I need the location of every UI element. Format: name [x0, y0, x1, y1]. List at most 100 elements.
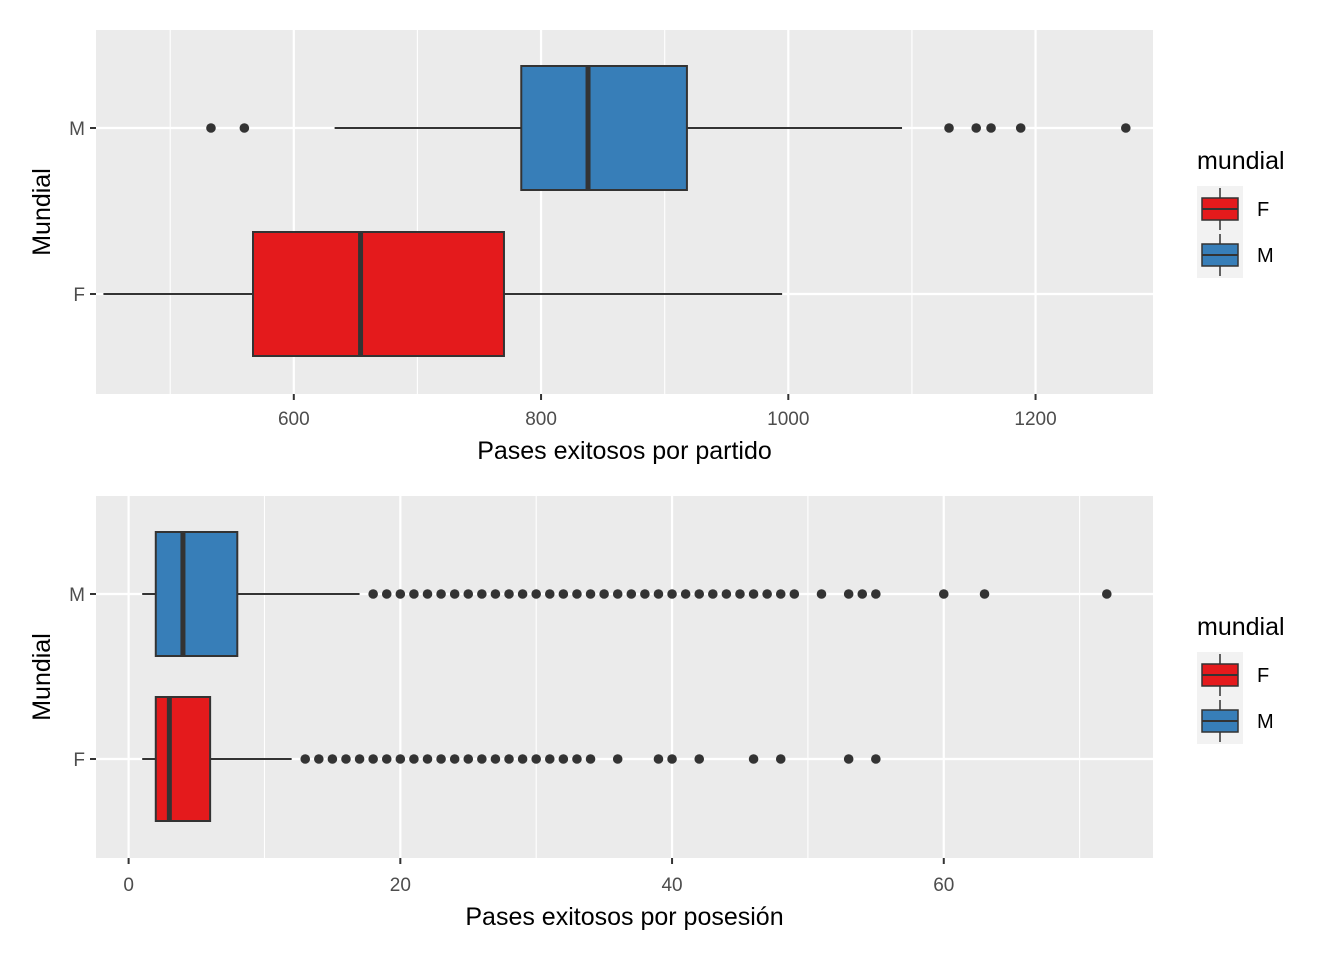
outlier-point	[1102, 589, 1112, 599]
outlier-point	[395, 754, 406, 764]
legend: mundial F M	[1197, 613, 1285, 744]
outlier-point	[694, 754, 705, 764]
outlier-point	[558, 754, 569, 764]
outlier-point	[436, 754, 446, 764]
outlier-point	[585, 754, 596, 764]
outlier-point	[816, 589, 827, 599]
outlier-point	[680, 589, 691, 599]
outlier-point	[354, 754, 365, 764]
outlier-point	[1121, 123, 1131, 133]
outlier-point	[944, 123, 954, 133]
y-axis-title: Mundial	[28, 633, 56, 721]
outlier-point	[694, 589, 705, 599]
outlier-point	[517, 589, 528, 599]
outlier-point	[504, 754, 514, 764]
outlier-point	[544, 589, 555, 599]
outlier-point	[667, 754, 677, 764]
outlier-point	[381, 754, 392, 764]
outlier-point	[871, 589, 881, 599]
x-tick-label: 1000	[767, 409, 809, 430]
outlier-point	[422, 754, 433, 764]
y-tick-label: M	[69, 585, 85, 606]
outlier-point	[395, 589, 406, 599]
boxplot-F	[142, 696, 881, 822]
outlier-point	[409, 754, 419, 764]
x-tick-label: 0	[123, 875, 134, 896]
legend-label-F: F	[1257, 665, 1269, 687]
outlier-point	[735, 589, 745, 599]
x-axis-title: Pases exitosos por partido	[477, 437, 772, 465]
outlier-point	[409, 589, 419, 599]
y-axis-title: Mundial	[28, 168, 56, 256]
legend: mundial F M	[1197, 147, 1285, 278]
outlier-point	[517, 754, 528, 764]
outlier-point	[572, 589, 582, 599]
x-tick-label: 800	[525, 409, 557, 430]
outlier-point	[463, 589, 474, 599]
outlier-point	[938, 589, 949, 599]
y-tick-label: F	[73, 750, 85, 771]
outlier-point	[422, 589, 433, 599]
outlier-point	[449, 754, 460, 764]
outlier-point	[986, 123, 996, 133]
outlier-point	[544, 754, 555, 764]
outlier-point	[436, 589, 446, 599]
outlier-point	[789, 589, 800, 599]
outlier-point	[612, 754, 623, 764]
outlier-point	[381, 589, 392, 599]
boxplot-F	[103, 231, 783, 357]
legend-label-F: F	[1257, 199, 1269, 221]
outlier-point	[748, 589, 759, 599]
outlier-point	[640, 589, 650, 599]
outlier-point	[708, 589, 718, 599]
outlier-point	[531, 589, 541, 599]
outlier-point	[558, 589, 569, 599]
outlier-point	[572, 754, 582, 764]
outlier-point	[775, 754, 786, 764]
outlier-point	[341, 754, 351, 764]
chart-panel-2: 0 20 40 60 F M Pases exitosos por posesión Mund…	[28, 496, 1285, 931]
outlier-point	[477, 589, 487, 599]
outlier-point	[721, 589, 732, 599]
outlier-point	[612, 589, 623, 599]
outlier-point	[477, 754, 487, 764]
outlier-point	[667, 589, 677, 599]
outlier-point	[653, 754, 664, 764]
outlier-point	[857, 589, 868, 599]
outlier-point	[585, 589, 596, 599]
outlier-point	[463, 754, 474, 764]
outlier-point	[504, 589, 514, 599]
outlier-point	[762, 589, 772, 599]
x-tick-label: 600	[278, 409, 310, 430]
outlier-point	[314, 754, 324, 764]
y-tick-label: M	[69, 119, 85, 140]
outlier-point	[748, 754, 759, 764]
x-axis-title: Pases exitosos por posesión	[465, 903, 783, 931]
outlier-point	[871, 754, 881, 764]
outlier-point	[490, 589, 501, 599]
outlier-point	[300, 754, 311, 764]
outlier-point	[368, 589, 378, 599]
legend-title: mundial	[1197, 147, 1285, 175]
y-tick-label: F	[73, 285, 85, 306]
x-tick-label: 1200	[1014, 409, 1056, 430]
outlier-point	[1015, 123, 1026, 133]
outlier-point	[843, 754, 854, 764]
legend-label-M: M	[1257, 711, 1274, 733]
outlier-point	[490, 754, 501, 764]
outlier-point	[979, 589, 990, 599]
outlier-point	[239, 123, 250, 133]
outlier-point	[449, 589, 460, 599]
outlier-point	[206, 123, 216, 133]
outlier-point	[368, 754, 378, 764]
boxplot-M	[142, 531, 1112, 657]
outlier-point	[531, 754, 541, 764]
chart-panel-1: 600 800 1000 1200 F M Pases exitosos por parti…	[28, 30, 1285, 465]
x-tick-label: 40	[661, 875, 682, 896]
x-tick-label: 60	[933, 875, 954, 896]
legend-label-M: M	[1257, 245, 1274, 267]
outlier-point	[626, 589, 637, 599]
box-iqr	[520, 65, 688, 191]
outlier-point	[775, 589, 786, 599]
